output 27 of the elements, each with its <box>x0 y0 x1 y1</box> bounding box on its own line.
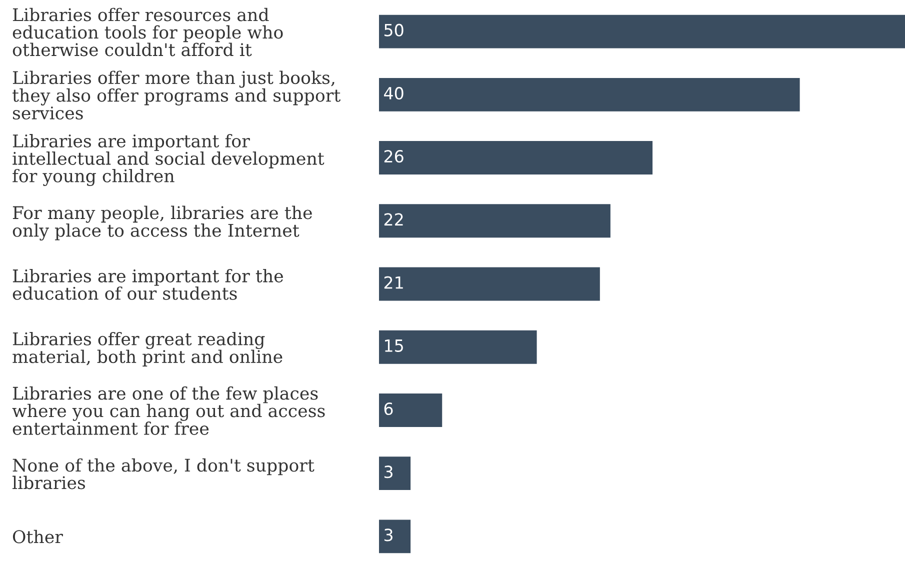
y-tick-label: Libraries are important for intellectual and social development for young children <box>12 134 324 186</box>
bar <box>379 520 411 554</box>
y-tick-label: Libraries offer more than just books, they also offer programs and support services <box>12 70 341 120</box>
y-tick-label: Other <box>12 530 63 544</box>
bar <box>379 267 600 301</box>
data-label: 3 <box>384 528 392 542</box>
data-label: 26 <box>384 150 404 163</box>
data-label: 3 <box>384 466 392 478</box>
bar <box>379 456 411 490</box>
data-label: 15 <box>385 340 403 352</box>
data-label: 22 <box>384 213 403 226</box>
bar <box>379 330 537 364</box>
y-tick-label: Libraries offer great reading material, both print and online <box>12 332 282 366</box>
data-label: 50 <box>384 24 404 36</box>
y-tick-label: For many people, libraries are the only place to access the Internet <box>12 206 312 241</box>
y-tick-label: Libraries are important for the education of our students <box>12 269 283 300</box>
bar <box>379 204 610 238</box>
y-tick-label: None of the above, I don't support libraries <box>12 458 314 490</box>
y-tick-label: Libraries are one of the few places where you can hang out and access entertainment for free <box>12 386 325 435</box>
bar <box>379 141 653 174</box>
bar <box>379 78 800 112</box>
bar <box>379 14 905 48</box>
data-label: 6 <box>384 402 393 416</box>
y-tick-label: Libraries offer resources and education tools for people who otherwise couldn't afford it <box>12 8 283 56</box>
data-label: 40 <box>384 86 404 100</box>
bar <box>379 394 442 427</box>
data-label: 21 <box>384 276 403 289</box>
